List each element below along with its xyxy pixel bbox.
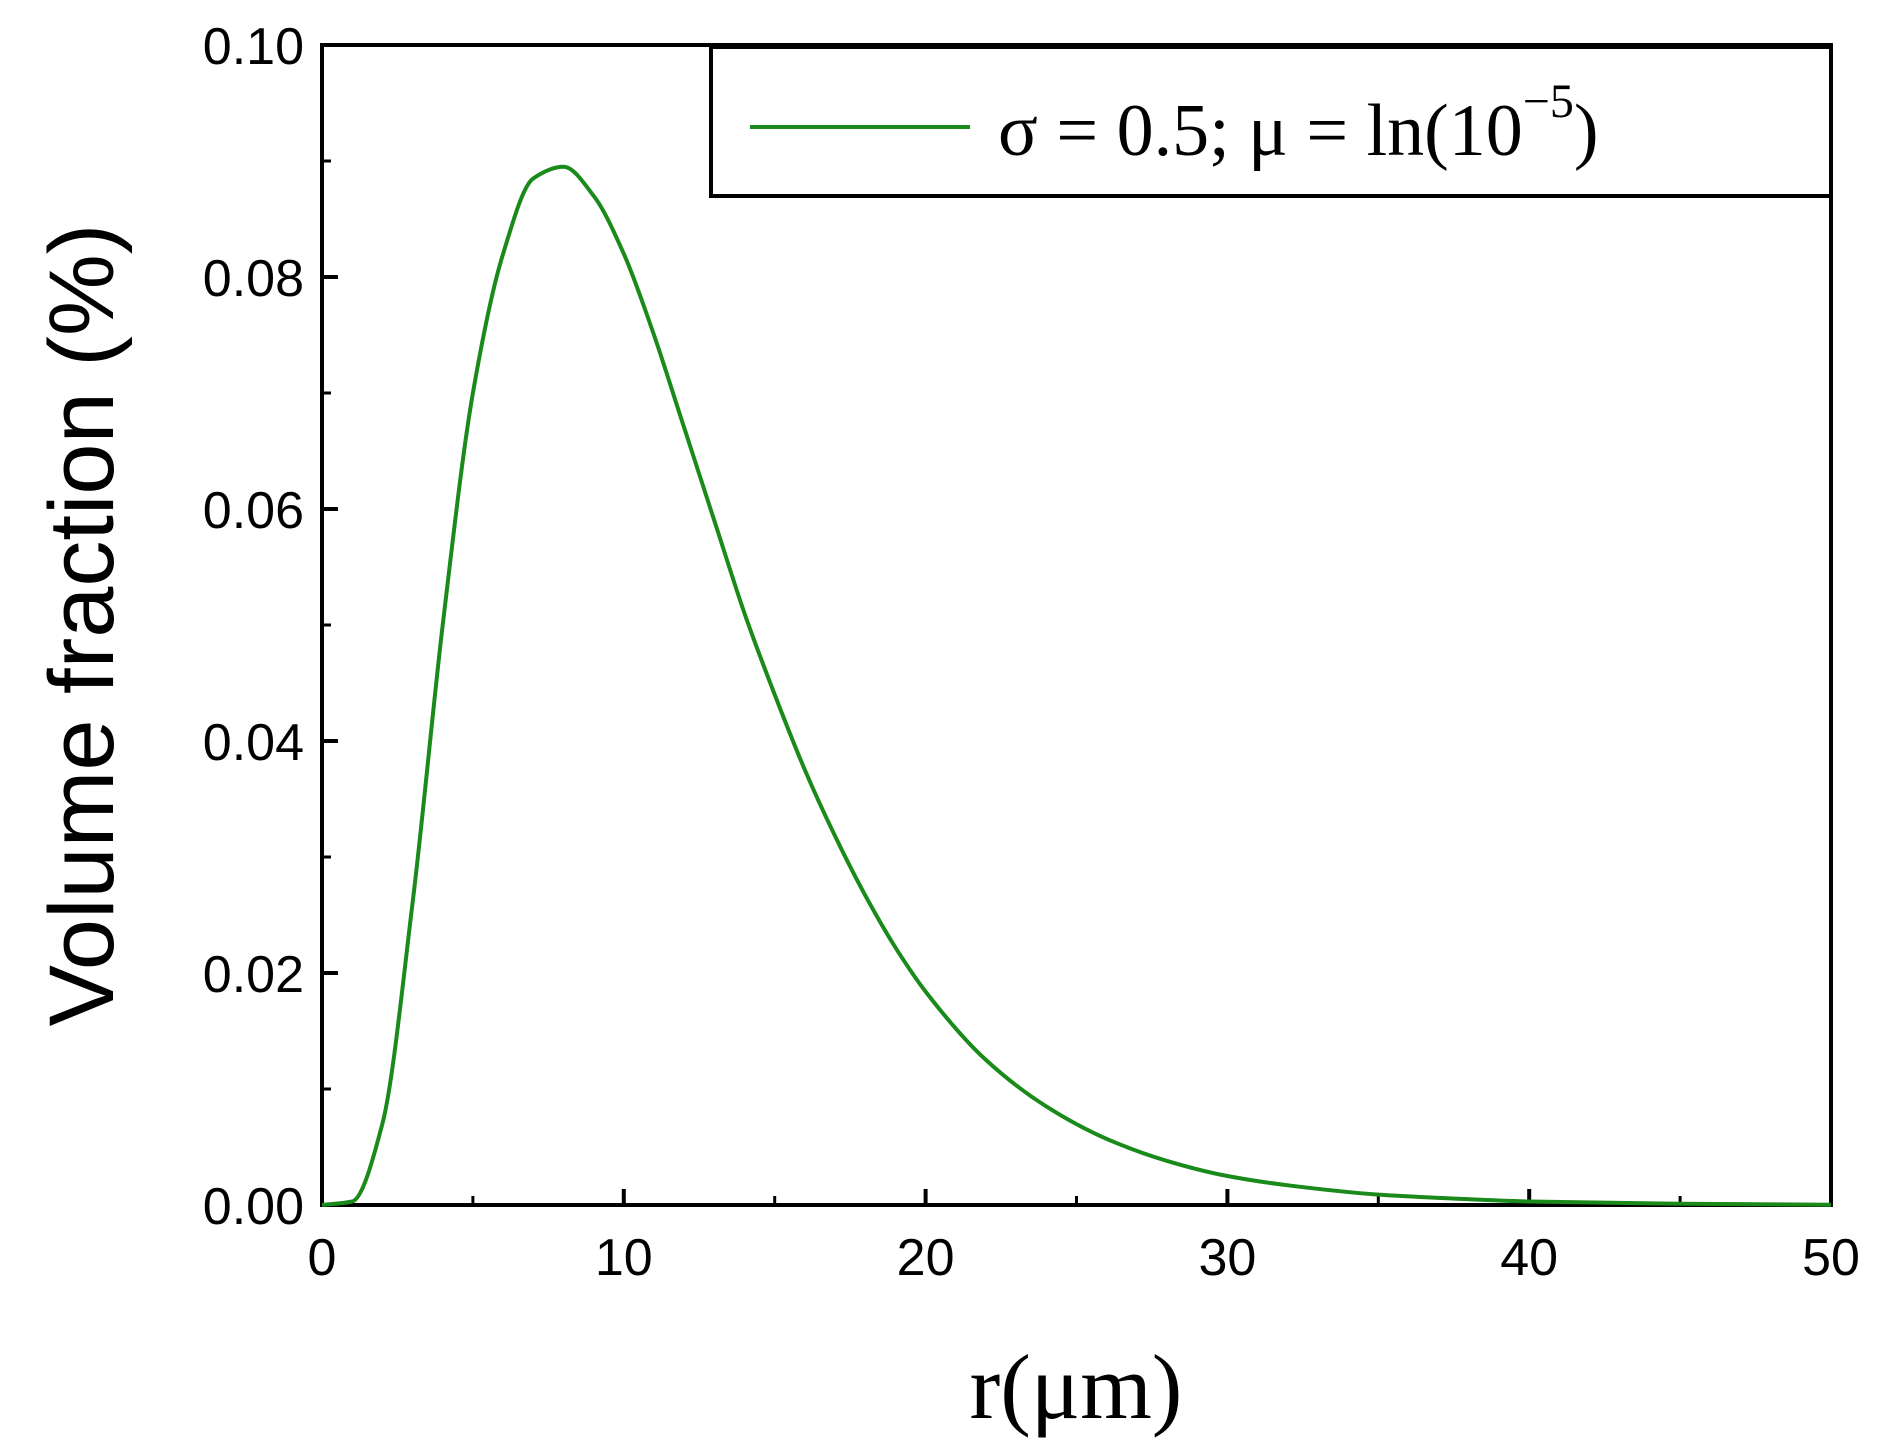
- legend-label-suffix: ): [1574, 90, 1599, 172]
- plot-frame: [320, 43, 1833, 1207]
- series-line: [321, 164, 1832, 1207]
- x-tick-label: 10: [595, 1229, 653, 1287]
- y-tick-label: 0.02: [203, 946, 304, 1004]
- legend-box: [709, 45, 1833, 198]
- legend-label-main: σ = 0.5; μ = ln(10: [998, 90, 1523, 172]
- y-tick-label: 0.08: [203, 250, 304, 308]
- y-axis-ticks: 0.00 0.02 0.04 0.06 0.08 0.10: [203, 18, 338, 1236]
- legend-label-superscript: −5: [1523, 75, 1574, 128]
- y-tick-label: 0.06: [203, 482, 304, 540]
- x-tick-label: 20: [897, 1229, 955, 1287]
- legend: σ = 0.5; μ = ln(10−5): [709, 45, 1833, 198]
- y-tick-label: 0.04: [203, 714, 304, 772]
- x-axis-ticks: 0 10 20 30 40 50: [308, 1189, 1860, 1287]
- y-axis-title: Volume fraction (%): [31, 224, 133, 1027]
- x-axis-title: r(μm): [970, 1336, 1183, 1438]
- y-tick-label: 0.00: [203, 1178, 304, 1236]
- y-tick-label: 0.10: [203, 18, 304, 76]
- x-tick-label: 50: [1802, 1229, 1860, 1287]
- x-tick-label: 0: [308, 1229, 337, 1287]
- legend-label: σ = 0.5; μ = ln(10−5): [998, 75, 1599, 172]
- x-tick-label: 30: [1198, 1229, 1256, 1287]
- x-tick-label: 40: [1500, 1229, 1558, 1287]
